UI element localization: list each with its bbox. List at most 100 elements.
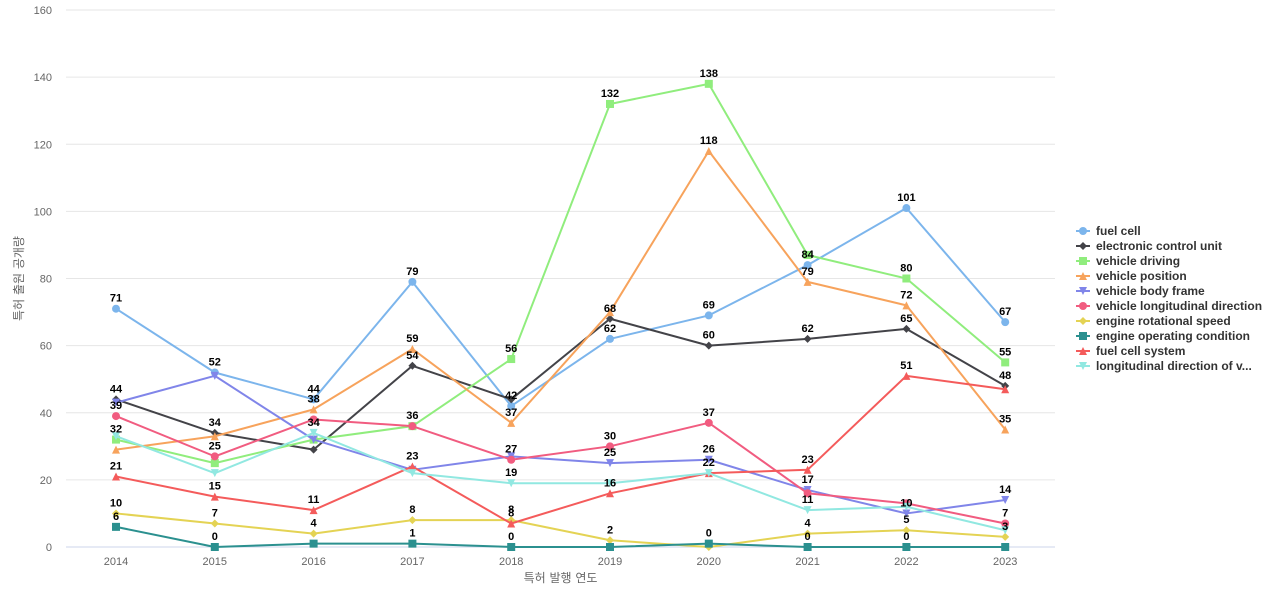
data-point[interactable]	[408, 344, 417, 353]
data-point[interactable]	[606, 314, 614, 323]
data-point[interactable]	[210, 432, 219, 441]
data-point[interactable]	[803, 334, 812, 343]
series-6[interactable]	[112, 412, 1010, 528]
data-point[interactable]	[902, 204, 911, 213]
data-point[interactable]	[210, 459, 219, 468]
data-point[interactable]	[309, 529, 318, 538]
data-point[interactable]	[210, 492, 219, 501]
data-point[interactable]	[1001, 532, 1010, 541]
data-point[interactable]	[1001, 318, 1010, 327]
legend-item[interactable]: vehicle position	[1076, 269, 1187, 283]
series-7[interactable]	[112, 509, 1010, 551]
data-point[interactable]	[803, 277, 812, 286]
data-point[interactable]	[408, 469, 417, 478]
data-point[interactable]	[408, 462, 417, 471]
data-point[interactable]	[1001, 358, 1010, 367]
data-point[interactable]	[309, 435, 318, 444]
legend-item[interactable]: engine operating condition	[1076, 329, 1250, 343]
data-point[interactable]	[1001, 543, 1010, 551]
data-point[interactable]	[507, 455, 516, 464]
series-line[interactable]	[115, 525, 1006, 548]
data-point[interactable]	[606, 479, 614, 488]
data-point[interactable]	[902, 324, 911, 333]
data-point[interactable]	[309, 445, 318, 454]
data-point[interactable]	[408, 539, 417, 548]
data-point[interactable]	[309, 428, 318, 437]
data-point[interactable]	[507, 418, 516, 427]
data-point[interactable]	[902, 526, 911, 535]
data-point[interactable]	[507, 355, 516, 364]
legend-item[interactable]: electronic control unit	[1076, 239, 1222, 253]
legend-item[interactable]: fuel cell system	[1076, 344, 1185, 358]
data-point[interactable]	[112, 398, 120, 407]
series-2[interactable]	[112, 314, 1010, 454]
data-point[interactable]	[902, 509, 911, 518]
series-line[interactable]	[115, 82, 1006, 465]
data-point[interactable]	[704, 79, 713, 88]
data-point[interactable]	[408, 277, 417, 286]
data-point[interactable]	[606, 99, 614, 108]
data-point[interactable]	[507, 519, 516, 528]
series-line[interactable]	[115, 374, 1006, 525]
legend-item[interactable]: longitudinal direction of v...	[1076, 359, 1252, 373]
data-point[interactable]	[803, 465, 812, 474]
data-point[interactable]	[803, 251, 812, 260]
data-point[interactable]	[309, 395, 318, 404]
data-point[interactable]	[606, 459, 614, 468]
data-point[interactable]	[1001, 519, 1010, 528]
data-point[interactable]	[1001, 425, 1010, 434]
data-point[interactable]	[507, 395, 516, 404]
data-point[interactable]	[902, 274, 911, 283]
data-point[interactable]	[1001, 385, 1010, 394]
data-point[interactable]	[704, 311, 713, 320]
data-point[interactable]	[507, 402, 516, 411]
series-line[interactable]	[115, 512, 1006, 548]
data-point[interactable]	[902, 502, 911, 511]
data-point[interactable]	[309, 506, 318, 515]
series-line[interactable]	[115, 415, 1006, 525]
data-point[interactable]	[704, 146, 713, 155]
data-point[interactable]	[606, 334, 614, 343]
legend-item[interactable]: engine rotational speed	[1076, 314, 1231, 328]
data-point[interactable]	[704, 418, 713, 427]
data-point[interactable]	[1001, 526, 1010, 535]
data-point[interactable]	[902, 543, 911, 551]
data-point[interactable]	[112, 522, 120, 531]
data-point[interactable]	[408, 361, 417, 370]
data-point[interactable]	[803, 489, 812, 498]
series-line[interactable]	[115, 207, 1006, 408]
data-point[interactable]	[606, 543, 614, 551]
data-point[interactable]	[803, 543, 812, 551]
legend-item[interactable]: vehicle body frame	[1076, 284, 1205, 298]
data-point[interactable]	[112, 472, 120, 481]
data-point[interactable]	[606, 489, 614, 498]
series-4[interactable]	[112, 146, 1010, 454]
data-point[interactable]	[309, 539, 318, 548]
data-point[interactable]	[210, 469, 219, 478]
legend-item[interactable]: vehicle driving	[1076, 254, 1180, 268]
data-point[interactable]	[704, 469, 713, 478]
data-point[interactable]	[803, 506, 812, 515]
series-8[interactable]	[112, 522, 1010, 551]
data-point[interactable]	[210, 452, 219, 461]
data-point[interactable]	[507, 543, 516, 551]
data-point[interactable]	[210, 543, 219, 551]
data-point[interactable]	[112, 412, 120, 421]
data-point[interactable]	[112, 509, 120, 518]
data-point[interactable]	[606, 308, 614, 317]
data-point[interactable]	[210, 371, 219, 380]
series-line[interactable]	[115, 149, 1006, 451]
data-point[interactable]	[507, 479, 516, 488]
data-point[interactable]	[704, 341, 713, 350]
data-point[interactable]	[112, 304, 120, 313]
data-point[interactable]	[803, 261, 812, 270]
series-3[interactable]	[112, 79, 1010, 468]
series-line[interactable]	[115, 317, 1006, 451]
data-point[interactable]	[803, 529, 812, 538]
data-point[interactable]	[309, 415, 318, 424]
data-point[interactable]	[408, 422, 417, 431]
series-line[interactable]	[115, 431, 1006, 532]
legend-item[interactable]: vehicle longitudinal direction	[1076, 299, 1262, 313]
series-1[interactable]	[112, 204, 1010, 411]
